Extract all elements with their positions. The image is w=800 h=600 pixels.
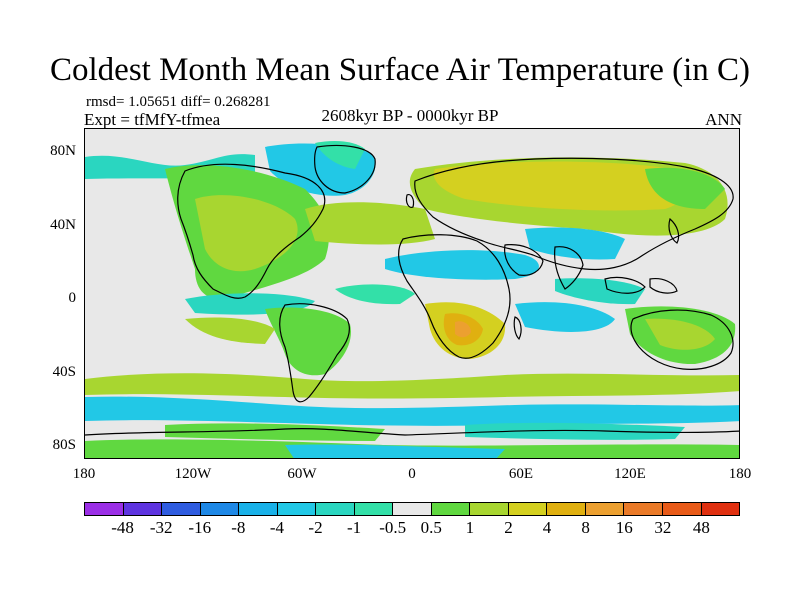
time-period-label: 2608kyr BP - 0000kyr BP bbox=[321, 106, 499, 125]
temperature-anomaly-map bbox=[84, 128, 740, 459]
x-tick-label-180w: 180 bbox=[72, 466, 96, 482]
colorbar-box bbox=[123, 503, 163, 515]
south-america-outline bbox=[279, 303, 350, 403]
colorbar-box bbox=[85, 503, 124, 515]
colorbar-box bbox=[162, 503, 201, 515]
colorbar-label: -48 bbox=[111, 518, 134, 537]
x-tick-label-180e: 180 bbox=[728, 466, 752, 482]
uk-outline bbox=[405, 194, 415, 208]
x-tick-label-120w: 120W bbox=[174, 466, 212, 482]
colorbar-labels: -48 -32 -16 -8 -4 -2 -1 -0.5 0.5 1 2 4 8 16 32 48 bbox=[84, 518, 740, 538]
madagascar-outline bbox=[513, 316, 522, 341]
india-outline bbox=[554, 246, 584, 290]
colorbar-label: 32 bbox=[654, 518, 672, 537]
colorbar-box bbox=[662, 503, 702, 515]
y-tick-label-80n: 80N bbox=[50, 143, 76, 159]
north-america-outline bbox=[177, 163, 326, 299]
eurasia-outline bbox=[414, 157, 734, 271]
arabia-outline bbox=[504, 244, 544, 276]
colorbar-label: 48 bbox=[692, 518, 710, 537]
colorbar-box bbox=[470, 503, 509, 515]
y-tick-label-80s: 80S bbox=[52, 437, 76, 453]
colorbar-box bbox=[239, 503, 278, 515]
colorbar-label: -32 bbox=[149, 518, 173, 537]
x-tick-label-60e: 60E bbox=[508, 466, 534, 482]
colorbar-label: -2 bbox=[308, 518, 323, 537]
plot-title: Coldest Month Mean Surface Air Temperatu… bbox=[50, 52, 750, 88]
rmsd-diff-stats: rmsd= 1.05651 diff= 0.268281 bbox=[86, 94, 271, 110]
x-tick-label-60w: 60W bbox=[287, 466, 317, 482]
colorbar-label: 4 bbox=[542, 518, 552, 537]
colorbar-box bbox=[624, 503, 663, 515]
colorbar-label: -1 bbox=[347, 518, 362, 537]
colorbar-label: 2 bbox=[504, 518, 513, 537]
colorbar bbox=[84, 502, 740, 516]
colorbar-box bbox=[701, 503, 740, 515]
colorbar-box bbox=[354, 503, 394, 515]
x-tick-label-120e: 120E bbox=[614, 466, 646, 482]
y-tick-label-0: 0 bbox=[68, 290, 77, 306]
greenland-outline bbox=[314, 144, 376, 194]
coastlines bbox=[85, 144, 739, 436]
indonesia-outline bbox=[604, 276, 646, 294]
y-tick-label-40n: 40N bbox=[50, 217, 76, 233]
colorbar-box bbox=[200, 503, 240, 515]
colorbar-box bbox=[585, 503, 625, 515]
colorbar-label: -8 bbox=[231, 518, 246, 537]
new-guinea-outline bbox=[649, 278, 678, 294]
colorbar-box bbox=[277, 503, 317, 515]
colorbar-label: -0.5 bbox=[379, 518, 407, 537]
map-svg bbox=[85, 129, 739, 458]
colorbar-label: 16 bbox=[615, 518, 633, 537]
japan-outline bbox=[668, 217, 680, 244]
antarctica-outline bbox=[85, 428, 739, 436]
anomaly-shading bbox=[85, 141, 739, 458]
colorbar-box bbox=[508, 503, 548, 515]
colorbar-label: 8 bbox=[581, 518, 590, 537]
colorbar-label: -4 bbox=[269, 518, 285, 537]
colorbar-box bbox=[431, 503, 471, 515]
season-label: ANN bbox=[705, 110, 742, 129]
colorbar-label: 1 bbox=[465, 518, 475, 537]
australia-outline bbox=[630, 309, 734, 370]
colorbar-label: -16 bbox=[188, 518, 212, 537]
colorbar-box bbox=[547, 503, 586, 515]
colorbar-box bbox=[393, 503, 432, 515]
experiment-label: Expt = tfMfY-tfmea bbox=[84, 110, 221, 129]
y-tick-label-40s: 40S bbox=[52, 364, 76, 380]
x-tick-label-0: 0 bbox=[408, 466, 416, 482]
africa-outline bbox=[398, 234, 511, 359]
colorbar-label: 0.5 bbox=[420, 518, 442, 537]
colorbar-box bbox=[316, 503, 355, 515]
